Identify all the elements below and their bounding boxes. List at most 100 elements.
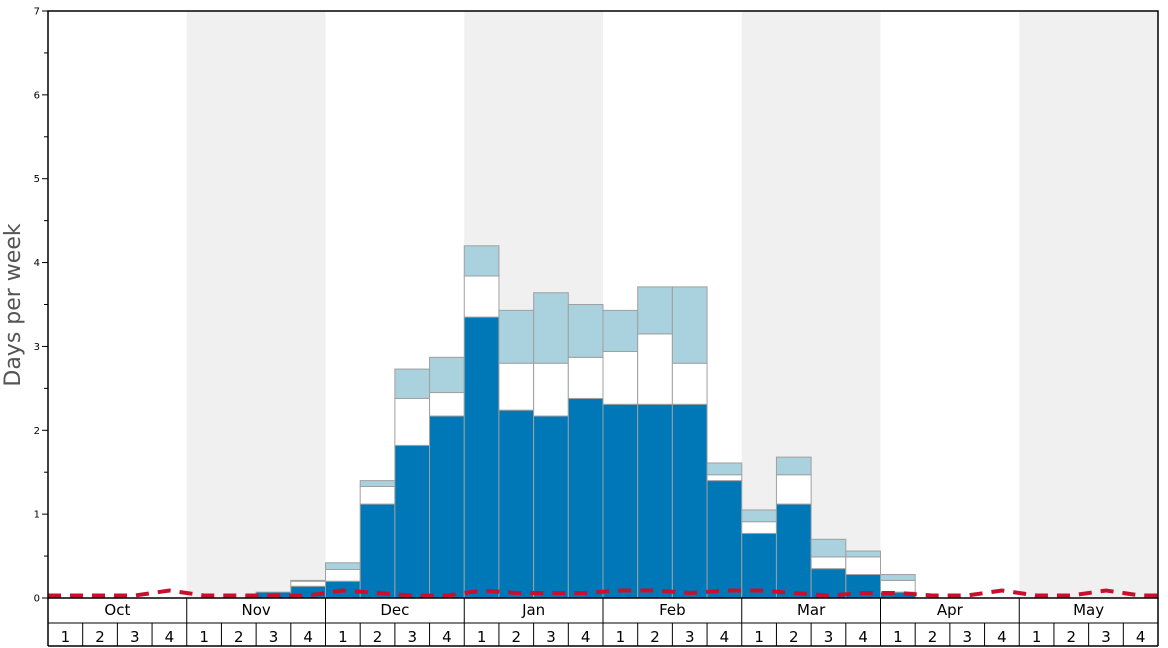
bar-segment [706, 462, 743, 476]
bar-segment [290, 580, 326, 587]
bar-segment [810, 556, 847, 570]
week-label: 4 [165, 628, 175, 646]
bar-segment [845, 550, 881, 558]
bar-segment [671, 286, 708, 364]
reference-line-layer [48, 588, 1158, 598]
month-label: Mar [797, 601, 826, 619]
bar-segment [498, 362, 535, 411]
y-tick-label: 5 [34, 174, 40, 185]
week-label: 1 [199, 628, 209, 646]
week-label: 1 [616, 628, 626, 646]
bar-segment [429, 356, 465, 394]
week-label: 1 [338, 628, 348, 646]
month-label: May [1073, 601, 1104, 619]
bar-segment [567, 356, 604, 399]
week-label: 2 [512, 628, 522, 646]
week-label: 2 [928, 628, 938, 646]
y-tick-label: 1 [34, 510, 40, 521]
bar-segment [567, 397, 604, 599]
bar-segment [602, 350, 639, 405]
week-label: 3 [824, 628, 834, 646]
bar-segment [637, 333, 673, 405]
week-label: 1 [61, 628, 71, 646]
week-label: 1 [754, 628, 764, 646]
bar-segment [359, 480, 396, 487]
bar-segment [498, 409, 535, 599]
week-label: 2 [789, 628, 799, 646]
bar-segment [463, 316, 500, 599]
week-label: 4 [720, 628, 730, 646]
bar-layer [255, 245, 916, 599]
week-label: 4 [442, 628, 452, 646]
week-label: 1 [1032, 628, 1042, 646]
bar-segment [775, 474, 812, 505]
bar-segment [429, 415, 465, 599]
month-shade [1019, 11, 1158, 598]
bar-segment [845, 556, 881, 576]
bar-segment [359, 503, 396, 599]
y-tick-label: 3 [34, 342, 40, 353]
bar-segment [880, 574, 916, 581]
bar-segment [498, 309, 535, 364]
bar-segment [706, 474, 743, 482]
bar-segment [394, 368, 431, 399]
bar-segment [810, 538, 847, 558]
bar-segment [602, 403, 639, 599]
bar-segment [394, 397, 431, 446]
month-shade [186, 11, 326, 598]
y-tick-label: 0 [34, 594, 40, 605]
bar-segment [741, 532, 777, 599]
y-tick-label: 7 [34, 7, 40, 18]
bar-segment [533, 362, 569, 417]
bar-segment [394, 444, 431, 599]
month-label: Oct [104, 601, 130, 619]
bar-segment [463, 275, 500, 318]
week-label: 1 [893, 628, 903, 646]
week-label: 3 [407, 628, 417, 646]
week-label: 3 [1101, 628, 1111, 646]
week-label: 4 [303, 628, 313, 646]
month-label: Feb [659, 601, 686, 619]
bar-segment [775, 456, 812, 476]
week-label: 4 [858, 628, 868, 646]
month-label: Jan [521, 601, 545, 619]
bar-segment [880, 579, 916, 593]
week-label: 3 [269, 628, 279, 646]
bar-segment [463, 245, 500, 277]
week-label: 4 [581, 628, 591, 646]
bar-segment [671, 403, 708, 599]
month-label: Nov [241, 601, 270, 619]
bar-segment [290, 579, 326, 582]
week-label: 1 [477, 628, 487, 646]
week-label: 4 [997, 628, 1007, 646]
y-tick-label: 4 [34, 258, 40, 269]
bar-segment [637, 403, 673, 599]
bar-segment [775, 503, 812, 599]
axis-layer: 0 1 2 3 4 5 6 7 Oct Nov Dec Jan Feb Mar Apr May 1 2 3 4 1 2 3 4… [34, 7, 1159, 647]
month-label: Apr [937, 601, 964, 619]
bar-segment [533, 292, 569, 364]
bar-segment [533, 415, 569, 599]
month-label: Dec [380, 601, 409, 619]
bar-segment [671, 362, 708, 405]
y-tick-label: 2 [34, 426, 40, 437]
week-label: 2 [95, 628, 105, 646]
y-tick-label: 6 [34, 90, 40, 101]
week-label: 2 [1067, 628, 1077, 646]
bar-segment [602, 309, 639, 352]
week-label: 4 [1136, 628, 1146, 646]
week-label: 3 [546, 628, 556, 646]
bar-segment [359, 485, 396, 505]
week-label: 3 [685, 628, 695, 646]
bar-segment [706, 480, 743, 599]
week-label: 3 [962, 628, 972, 646]
reference-line [48, 588, 1158, 598]
bar-segment [741, 509, 777, 523]
bar-segment [567, 304, 604, 358]
bar-segment [429, 392, 465, 417]
week-label: 2 [234, 628, 244, 646]
week-label: 3 [130, 628, 140, 646]
bar-segment [741, 521, 777, 534]
bar-segment [325, 568, 361, 582]
